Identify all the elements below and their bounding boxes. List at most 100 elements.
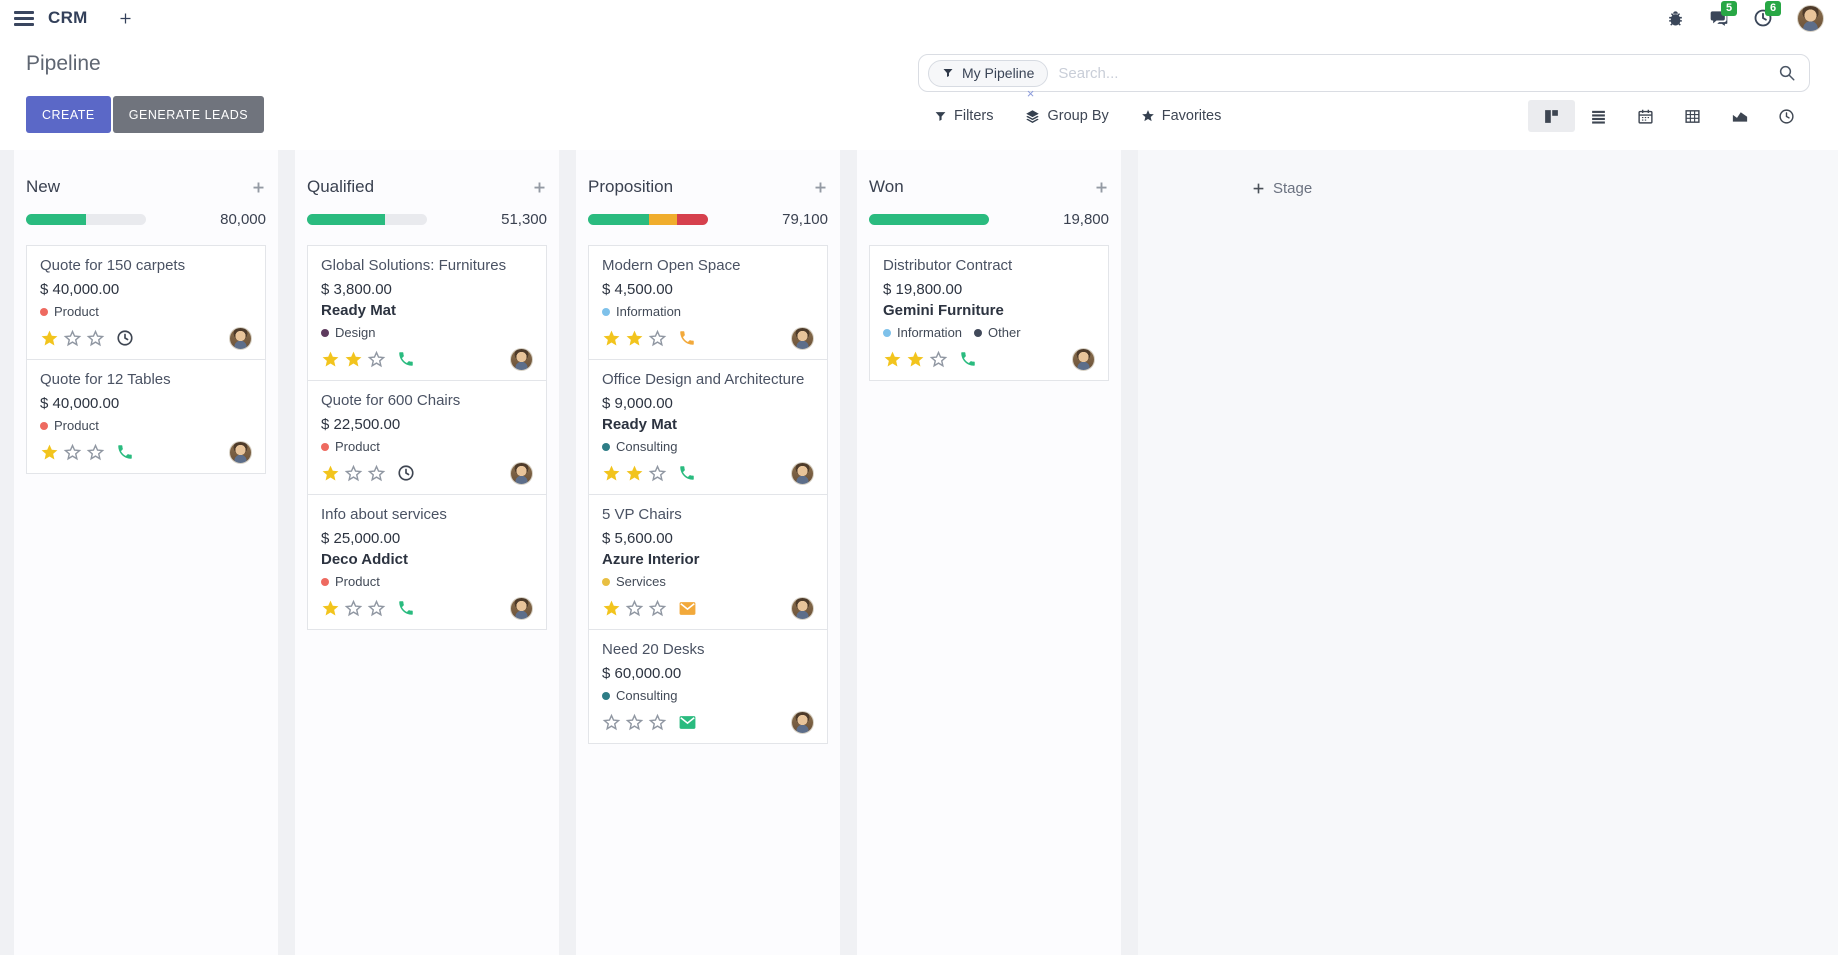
kanban-card[interactable]: Need 20 Desks $ 60,000.00 Consulting xyxy=(588,629,828,744)
tag[interactable]: Product xyxy=(321,439,380,454)
star-icon[interactable] xyxy=(906,350,925,369)
star-icon[interactable] xyxy=(648,329,667,348)
kanban-card[interactable]: Office Design and Architecture $ 9,000.00… xyxy=(588,359,828,495)
star-icon[interactable] xyxy=(321,464,340,483)
column-progressbar[interactable] xyxy=(588,214,708,225)
salesperson-avatar[interactable] xyxy=(229,326,252,350)
kanban-card[interactable]: Quote for 12 Tables $ 40,000.00 Product xyxy=(26,359,266,474)
quick-add-icon[interactable] xyxy=(1094,180,1109,195)
apps-menu-icon[interactable] xyxy=(14,10,34,26)
star-icon[interactable] xyxy=(602,599,621,618)
column-progressbar[interactable] xyxy=(26,214,146,225)
generate-leads-button[interactable]: GENERATE LEADS xyxy=(112,96,265,133)
star-icon[interactable] xyxy=(321,350,340,369)
add-tab-icon[interactable] xyxy=(118,11,133,26)
star-icon[interactable] xyxy=(648,599,667,618)
clock-icon[interactable] xyxy=(397,464,415,482)
star-icon[interactable] xyxy=(63,329,82,348)
star-icon[interactable] xyxy=(648,713,667,732)
star-icon[interactable] xyxy=(63,443,82,462)
salesperson-avatar[interactable] xyxy=(510,461,533,485)
kanban-card[interactable]: Quote for 600 Chairs $ 22,500.00 Product xyxy=(307,380,547,495)
tag[interactable]: Information xyxy=(883,325,962,340)
salesperson-avatar[interactable] xyxy=(791,461,814,485)
kanban-card[interactable]: Global Solutions: Furnitures $ 3,800.00 Re… xyxy=(307,245,547,381)
pivot-view-button[interactable] xyxy=(1669,100,1716,132)
phone-icon[interactable] xyxy=(959,350,977,368)
add-stage-button[interactable]: Stage xyxy=(1252,180,1312,197)
search-placeholder[interactable]: Search... xyxy=(1058,64,1119,82)
search-facet-my-pipeline[interactable]: My Pipeline xyxy=(928,59,1049,87)
tag[interactable]: Product xyxy=(40,418,99,433)
tag[interactable]: Information xyxy=(602,304,681,319)
phone-icon[interactable] xyxy=(397,599,415,617)
tag[interactable]: Services xyxy=(602,574,666,589)
mail-icon[interactable] xyxy=(678,599,697,618)
tag[interactable]: Product xyxy=(321,574,380,589)
star-icon[interactable] xyxy=(602,713,621,732)
mail-icon[interactable] xyxy=(678,713,697,732)
tag[interactable]: Consulting xyxy=(602,439,677,454)
star-icon[interactable] xyxy=(602,464,621,483)
star-icon[interactable] xyxy=(40,443,59,462)
salesperson-avatar[interactable] xyxy=(510,596,533,620)
star-icon[interactable] xyxy=(625,713,644,732)
star-icon[interactable] xyxy=(367,599,386,618)
kanban-card[interactable]: 5 VP Chairs $ 5,600.00 Azure Interior Servi… xyxy=(588,494,828,630)
salesperson-avatar[interactable] xyxy=(791,326,814,350)
salesperson-avatar[interactable] xyxy=(791,710,814,734)
star-icon[interactable] xyxy=(344,350,363,369)
star-icon[interactable] xyxy=(40,329,59,348)
debug-bug-icon[interactable] xyxy=(1666,9,1685,28)
column-progressbar[interactable] xyxy=(869,214,989,225)
star-icon[interactable] xyxy=(602,329,621,348)
messages-icon[interactable]: 5 xyxy=(1709,1,1738,28)
phone-icon[interactable] xyxy=(116,443,134,461)
phone-icon[interactable] xyxy=(678,329,696,347)
star-icon[interactable] xyxy=(344,599,363,618)
star-icon[interactable] xyxy=(86,443,105,462)
star-icon[interactable] xyxy=(86,329,105,348)
graph-view-button[interactable] xyxy=(1716,100,1763,132)
salesperson-avatar[interactable] xyxy=(1072,347,1095,371)
search-icon[interactable] xyxy=(1778,64,1796,82)
tag[interactable]: Consulting xyxy=(602,688,677,703)
create-button[interactable]: CREATE xyxy=(26,96,111,133)
star-icon[interactable] xyxy=(625,329,644,348)
kanban-card[interactable]: Info about services $ 25,000.00 Deco Addic… xyxy=(307,494,547,630)
salesperson-avatar[interactable] xyxy=(229,440,252,464)
column-progressbar[interactable] xyxy=(307,214,427,225)
star-icon[interactable] xyxy=(648,464,667,483)
activity-view-button[interactable] xyxy=(1763,100,1810,132)
phone-icon[interactable] xyxy=(678,464,696,482)
group-by-button[interactable]: Group By xyxy=(1025,108,1109,124)
salesperson-avatar[interactable] xyxy=(510,347,533,371)
star-icon[interactable] xyxy=(883,350,902,369)
salesperson-avatar[interactable] xyxy=(791,596,814,620)
star-icon[interactable] xyxy=(367,464,386,483)
quick-add-icon[interactable] xyxy=(813,180,828,195)
star-icon[interactable] xyxy=(625,599,644,618)
kanban-card[interactable]: Modern Open Space $ 4,500.00 Information xyxy=(588,245,828,360)
star-icon[interactable] xyxy=(367,350,386,369)
star-icon[interactable] xyxy=(321,599,340,618)
search-bar[interactable]: My Pipeline × Search... xyxy=(918,54,1810,101)
star-icon[interactable] xyxy=(625,464,644,483)
quick-add-icon[interactable] xyxy=(532,180,547,195)
favorites-button[interactable]: Favorites xyxy=(1141,108,1221,124)
kanban-view-button[interactable] xyxy=(1528,100,1575,132)
quick-add-icon[interactable] xyxy=(251,180,266,195)
tag[interactable]: Other xyxy=(974,325,1021,340)
tag[interactable]: Product xyxy=(40,304,99,319)
filters-button[interactable]: Filters xyxy=(934,108,993,124)
kanban-card[interactable]: Distributor Contract $ 19,800.00 Gemini Fu… xyxy=(869,245,1109,381)
phone-icon[interactable] xyxy=(397,350,415,368)
activities-clock-icon[interactable]: 6 xyxy=(1753,1,1782,28)
facet-remove-icon[interactable]: × xyxy=(1026,85,1035,101)
clock-icon[interactable] xyxy=(116,329,134,347)
user-avatar[interactable] xyxy=(1797,4,1824,32)
calendar-view-button[interactable] xyxy=(1622,100,1669,132)
star-icon[interactable] xyxy=(929,350,948,369)
star-icon[interactable] xyxy=(344,464,363,483)
list-view-button[interactable] xyxy=(1575,100,1622,132)
